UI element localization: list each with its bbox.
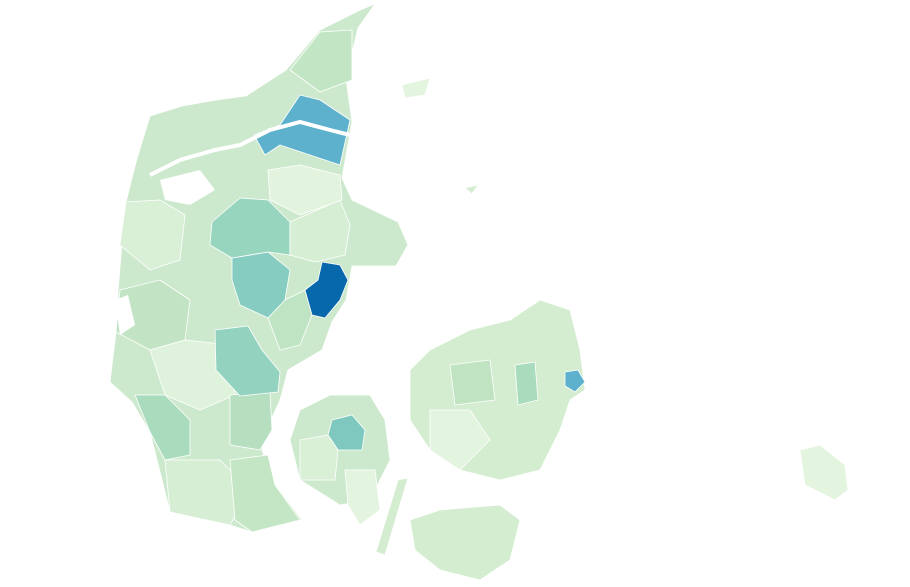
region [134, 394, 191, 461]
region [464, 184, 479, 195]
region [229, 454, 301, 533]
fjord [149, 119, 351, 177]
region [401, 77, 431, 99]
region [799, 444, 849, 501]
fjord [115, 170, 215, 335]
region [429, 409, 491, 471]
region [564, 369, 586, 393]
region [267, 164, 343, 216]
region [289, 29, 353, 93]
region [344, 469, 381, 526]
region [214, 325, 281, 397]
region [409, 504, 521, 581]
region [304, 261, 349, 319]
region [514, 361, 539, 406]
region [299, 434, 339, 481]
zealand [409, 299, 586, 481]
islands [344, 77, 849, 556]
region [119, 199, 186, 271]
lolland-falster [409, 504, 521, 581]
region [229, 391, 273, 451]
region [375, 477, 409, 556]
jutland [109, 3, 409, 533]
region [449, 359, 496, 406]
